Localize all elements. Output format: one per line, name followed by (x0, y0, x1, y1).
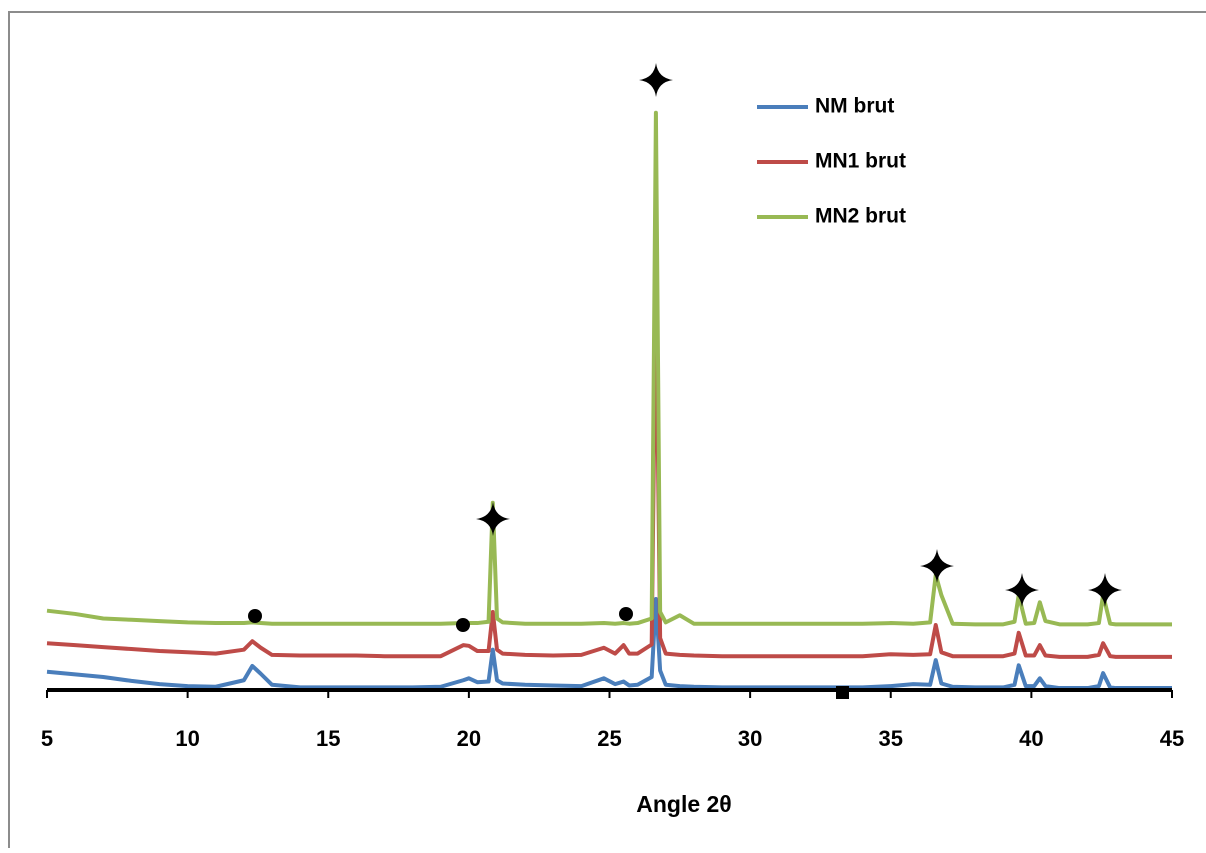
peak-marker-dot (456, 618, 470, 632)
data-line (46, 278, 1172, 659)
x-tick-label: 30 (738, 726, 762, 751)
frame (8, 11, 1206, 853)
peak-marker-square (836, 686, 849, 699)
x-tick-label: 15 (316, 726, 340, 751)
x-tick-label: 45 (1160, 726, 1184, 751)
x-tick-label: 20 (457, 726, 481, 751)
data-line (46, 110, 1172, 627)
x-tick-label: 35 (879, 726, 903, 751)
legend-label: MN1 brut (815, 150, 906, 173)
peak-marker-star (920, 549, 954, 583)
peak-marker-star (476, 502, 510, 536)
peak-marker-dot (248, 609, 262, 623)
x-tick-label: 40 (1019, 726, 1043, 751)
data-line (46, 597, 1172, 691)
peak-marker-star (639, 63, 673, 97)
x-tick-label: 5 (41, 726, 53, 751)
peak-marker-dot (619, 607, 633, 621)
x-axis-title: Angle 2θ (636, 791, 732, 817)
peak-marker-star (1088, 573, 1122, 607)
x-tick-label: 25 (597, 726, 621, 751)
legend-label: NM brut (815, 95, 894, 118)
x-tick-label: 10 (175, 726, 199, 751)
legend-label: MN2 brut (815, 205, 906, 228)
peak-marker-star (1005, 573, 1039, 607)
